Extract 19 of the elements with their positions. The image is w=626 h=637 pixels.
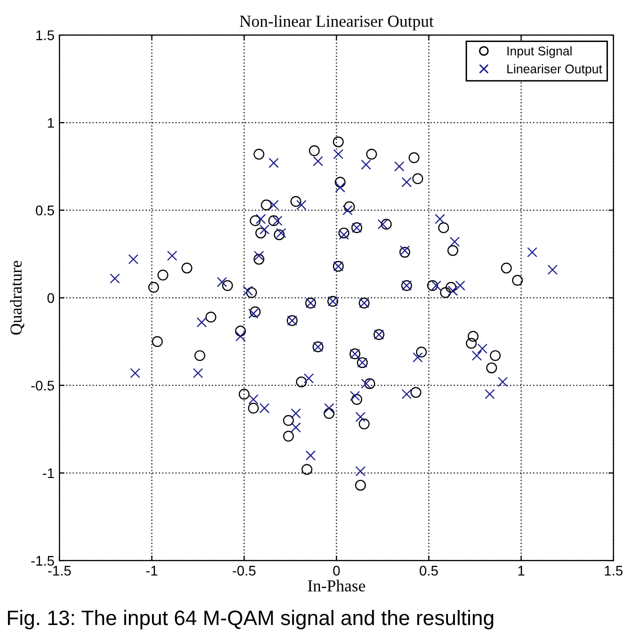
y-tick-label: -0.5 bbox=[31, 380, 54, 391]
y-tick-label: 0.5 bbox=[36, 206, 54, 216]
x-tick-label: 0 bbox=[333, 566, 340, 576]
chart-title: Non-linear Lineariser Output bbox=[240, 15, 434, 30]
y-tick-label: 1.5 bbox=[36, 30, 54, 40]
x-tick-label: -1 bbox=[146, 566, 158, 576]
y-tick-label: 0 bbox=[47, 293, 54, 303]
y-tick-label: -1 bbox=[42, 468, 54, 478]
x-tick-label: -0.5 bbox=[232, 566, 256, 576]
legend-label: Input Signal bbox=[508, 46, 572, 58]
x-tick-label: 1.5 bbox=[604, 566, 623, 576]
y-tick-label: 1 bbox=[48, 118, 54, 128]
x-axis-title: In-Phase bbox=[308, 580, 366, 592]
x-tick-label: 0.5 bbox=[420, 566, 438, 576]
caption: Fig. 13: The input 64 M-QAM signal and the resulting bbox=[8, 610, 494, 630]
y-tick-label: -1.5 bbox=[31, 556, 54, 566]
y-axis-title: Quadrature bbox=[10, 260, 24, 335]
x-tick-label: 1 bbox=[518, 566, 524, 576]
legend-label: Lineariser Output bbox=[507, 64, 602, 76]
